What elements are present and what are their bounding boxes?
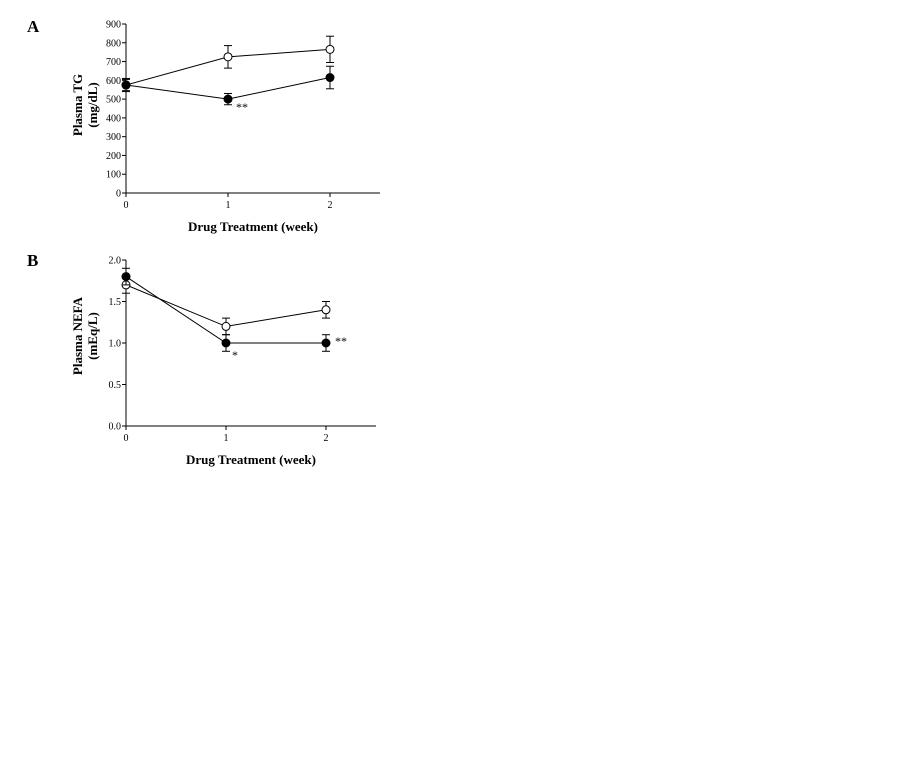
panel-a: A Plasma TG (mg/dL) Drug Treatment (week…: [27, 17, 380, 234]
y-tick-label: 1.5: [109, 297, 122, 308]
panel-a-y-title-line2: (mg/dL): [85, 82, 100, 128]
panel-b-y-title-line1: Plasma NEFA: [70, 296, 85, 375]
data-point-filled: [223, 94, 233, 104]
data-point-open: [221, 321, 231, 331]
y-tick-label: 0.5: [109, 380, 122, 391]
data-point-open: [321, 305, 331, 315]
data-point-filled: [221, 338, 231, 348]
significance-label: **: [335, 334, 347, 348]
panel-b-y-title-line2: (mEq/L): [85, 312, 100, 360]
significance-label: *: [232, 348, 238, 362]
data-point-filled: [121, 80, 131, 90]
data-point-open: [325, 44, 335, 54]
panel-b-letter: B: [27, 251, 38, 270]
x-tick-label: 0: [124, 433, 129, 444]
x-tick-label: 1: [224, 433, 229, 444]
y-tick-label: 800: [106, 38, 121, 49]
y-tick-label: 100: [106, 170, 121, 181]
y-tick-label: 1.0: [109, 339, 122, 350]
y-tick-label: 500: [106, 95, 121, 106]
y-tick-label: 300: [106, 132, 121, 143]
data-point-open: [223, 52, 233, 62]
data-point-filled: [121, 272, 131, 282]
panel-a-y-title-line1: Plasma TG: [70, 74, 85, 136]
y-tick-label: 2.0: [109, 256, 122, 267]
data-point-filled: [321, 338, 331, 348]
y-tick-label: 0.0: [109, 422, 122, 433]
y-tick-label: 900: [106, 20, 121, 31]
significance-label: **: [236, 100, 248, 114]
panel-a-x-title: Drug Treatment (week): [188, 219, 318, 234]
data-point-filled: [325, 73, 335, 83]
y-tick-label: 600: [106, 76, 121, 87]
x-tick-label: 2: [324, 433, 329, 444]
y-tick-label: 400: [106, 113, 121, 124]
x-tick-label: 2: [328, 200, 333, 211]
x-tick-label: 1: [226, 200, 231, 211]
panel-a-letter: A: [27, 17, 40, 36]
panel-b-x-title: Drug Treatment (week): [186, 452, 316, 467]
y-tick-label: 0: [116, 189, 121, 200]
y-tick-label: 200: [106, 151, 121, 162]
x-tick-label: 0: [124, 200, 129, 211]
panel-b: B Plasma NEFA (mEq/L) Drug Treatment (we…: [27, 251, 376, 467]
y-tick-label: 700: [106, 57, 121, 68]
